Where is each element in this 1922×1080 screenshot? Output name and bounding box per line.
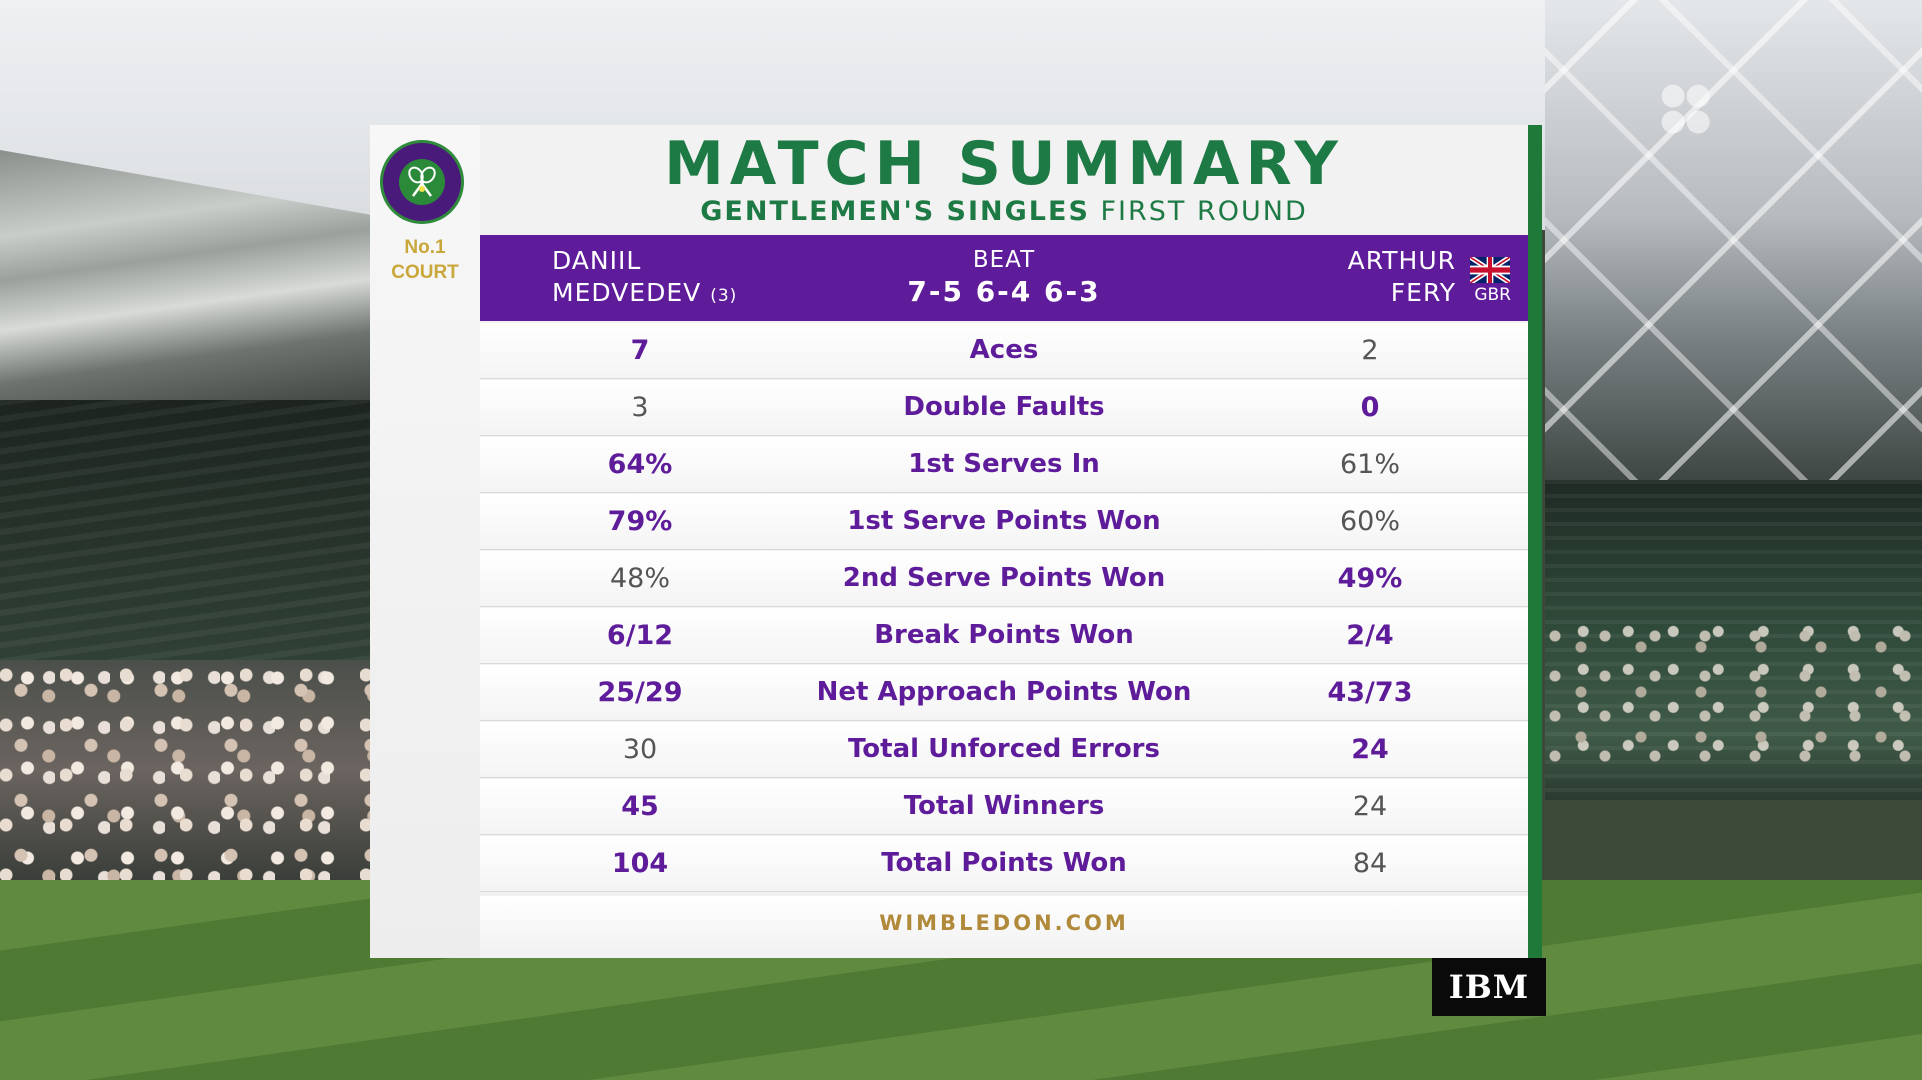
stat-p1-value: 48% <box>609 563 670 594</box>
stat-p1-value: 104 <box>611 848 669 879</box>
stat-label: 2nd Serve Points Won <box>842 563 1166 593</box>
stat-row-double-faults: 3 Double Faults 0 <box>480 380 1528 435</box>
panel-sidebar: No.1 COURT <box>370 125 480 958</box>
stats-table: 7 Aces 2 3 Double Faults 0 64% 1st Serve… <box>480 323 1528 893</box>
stat-p1-value: 6/12 <box>606 620 674 651</box>
left-crowd <box>0 660 372 880</box>
court-word: COURT <box>391 262 459 283</box>
stat-p1-value: 64% <box>607 449 673 480</box>
stat-row-first-serves-in: 64% 1st Serves In 61% <box>480 437 1528 492</box>
match-score: 7-5 6-4 6-3 <box>907 275 1101 308</box>
stat-p2-value: 43/73 <box>1327 677 1413 708</box>
subtitle: GENTLEMEN'S SINGLES FIRST ROUND <box>480 195 1528 229</box>
website-footer: WIMBLEDON.COM <box>480 896 1528 951</box>
green-accent-bar <box>1528 125 1542 958</box>
stat-p2-value: 61% <box>1339 449 1400 480</box>
match-summary-panel: No.1 COURT MATCH SUMMARY GENTLEMEN'S SIN… <box>370 125 1542 958</box>
stat-p2-value: 84 <box>1352 848 1388 879</box>
court-label: No.1 COURT <box>370 235 480 285</box>
stat-label: Net Approach Points Won <box>816 677 1192 707</box>
players-header: DANIIL MEDVEDEV (3) BEAT 7-5 6-4 6-3 ART… <box>480 235 1528 321</box>
stat-label: Total Winners <box>903 791 1105 821</box>
stat-row-aces: 7 Aces 2 <box>480 323 1528 378</box>
stat-label: 1st Serve Points Won <box>847 506 1161 536</box>
result-block: BEAT 7-5 6-4 6-3 <box>480 245 1528 309</box>
stat-label: Aces <box>969 335 1039 365</box>
crossed-rackets-icon <box>399 159 445 205</box>
stat-label: Break Points Won <box>874 620 1134 650</box>
stat-row-total-points-won: 104 Total Points Won 84 <box>480 836 1528 891</box>
result-word: BEAT <box>972 247 1036 273</box>
stat-p2-value: 49% <box>1337 563 1403 594</box>
round-name: FIRST ROUND <box>1100 196 1308 227</box>
broadcaster-watermark-icon: ●● ●● <box>1660 77 1711 138</box>
stat-row-net-approach-points-won: 25/29 Net Approach Points Won 43/73 <box>480 665 1528 720</box>
stat-label: 1st Serves In <box>908 449 1100 479</box>
stat-p1-value: 30 <box>622 734 658 765</box>
stat-p1-value: 79% <box>607 506 673 537</box>
player1-last-name: MEDVEDEV <box>552 278 702 307</box>
stat-p1-value: 45 <box>621 791 659 822</box>
stat-label: Total Unforced Errors <box>848 734 1160 764</box>
stat-p2-value: 24 <box>1352 791 1388 822</box>
wimbledon-logo-icon <box>380 140 464 224</box>
right-crowd <box>1545 620 1922 770</box>
stat-row-first-serve-points-won: 79% 1st Serve Points Won 60% <box>480 494 1528 549</box>
stat-p2-value: 2/4 <box>1346 620 1394 651</box>
stat-p2-value: 60% <box>1339 506 1400 537</box>
stat-row-second-serve-points-won: 48% 2nd Serve Points Won 49% <box>480 551 1528 606</box>
court-number: No.1 <box>404 237 446 258</box>
right-roof <box>1545 0 1922 480</box>
stat-row-total-winners: 45 Total Winners 24 <box>480 779 1528 834</box>
stat-p2-value: 24 <box>1351 734 1389 765</box>
stat-p2-value: 0 <box>1360 392 1380 423</box>
stat-p1-value: 3 <box>631 392 649 423</box>
sponsor-logo: IBM <box>1432 958 1546 1016</box>
stat-row-break-points-won: 6/12 Break Points Won 2/4 <box>480 608 1528 663</box>
player2-first-name: ARTHUR <box>1347 246 1456 275</box>
stat-label: Double Faults <box>903 392 1105 422</box>
gbr-flag-icon <box>1470 257 1510 283</box>
stat-label: Total Points Won <box>881 848 1127 878</box>
title-block: MATCH SUMMARY GENTLEMEN'S SINGLES FIRST … <box>480 125 1528 235</box>
player1-seed: (3) <box>710 286 738 306</box>
player2-last-name: FERY <box>1390 278 1456 307</box>
event-name: GENTLEMEN'S SINGLES <box>700 196 1090 227</box>
player1-name: DANIIL MEDVEDEV (3) <box>552 245 737 312</box>
player2-name: ARTHUR FERY <box>1348 245 1456 309</box>
player1-first-name: DANIIL <box>552 246 642 275</box>
player2-country: GBR <box>1474 285 1511 305</box>
stat-p2-value: 2 <box>1361 335 1379 366</box>
stat-row-total-unforced-errors: 30 Total Unforced Errors 24 <box>480 722 1528 777</box>
stat-p1-value: 7 <box>630 335 650 366</box>
stat-p1-value: 25/29 <box>597 677 683 708</box>
page-title: MATCH SUMMARY <box>664 129 1344 199</box>
